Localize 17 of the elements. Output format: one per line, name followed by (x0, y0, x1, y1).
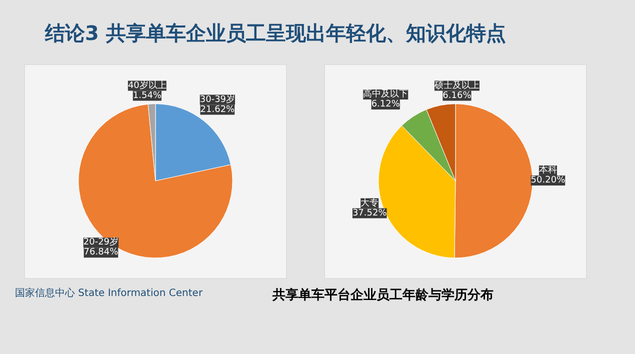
text: 结论3 共享单车企业员工呈现出年轻化、知识化特点 (45, 20, 506, 47)
data-label: 1.54% (132, 90, 162, 101)
data-label: 6.12% (371, 99, 400, 110)
data-label: 37.52% (352, 208, 388, 218)
slice-label: 30-39岁 (200, 94, 236, 105)
data-label: 50.20% (530, 175, 566, 186)
data-label: 76.84% (84, 248, 119, 258)
data-label: 21.62% (200, 104, 236, 115)
slice-label: 本科 (538, 164, 557, 176)
text: 共享单车平台企业员工年龄与学历分布 (272, 287, 494, 305)
slice-label: 硕士及以上 (433, 80, 480, 91)
text: 国家信息中心 State Information Center (15, 287, 203, 301)
slice-label: 大专 (360, 197, 379, 208)
slice-label: 20-29岁 (83, 236, 119, 248)
data-label: 6.16% (442, 90, 472, 101)
slice-label: 40岁以上 (128, 80, 166, 91)
slice-label: 高中及以下 (363, 88, 408, 100)
